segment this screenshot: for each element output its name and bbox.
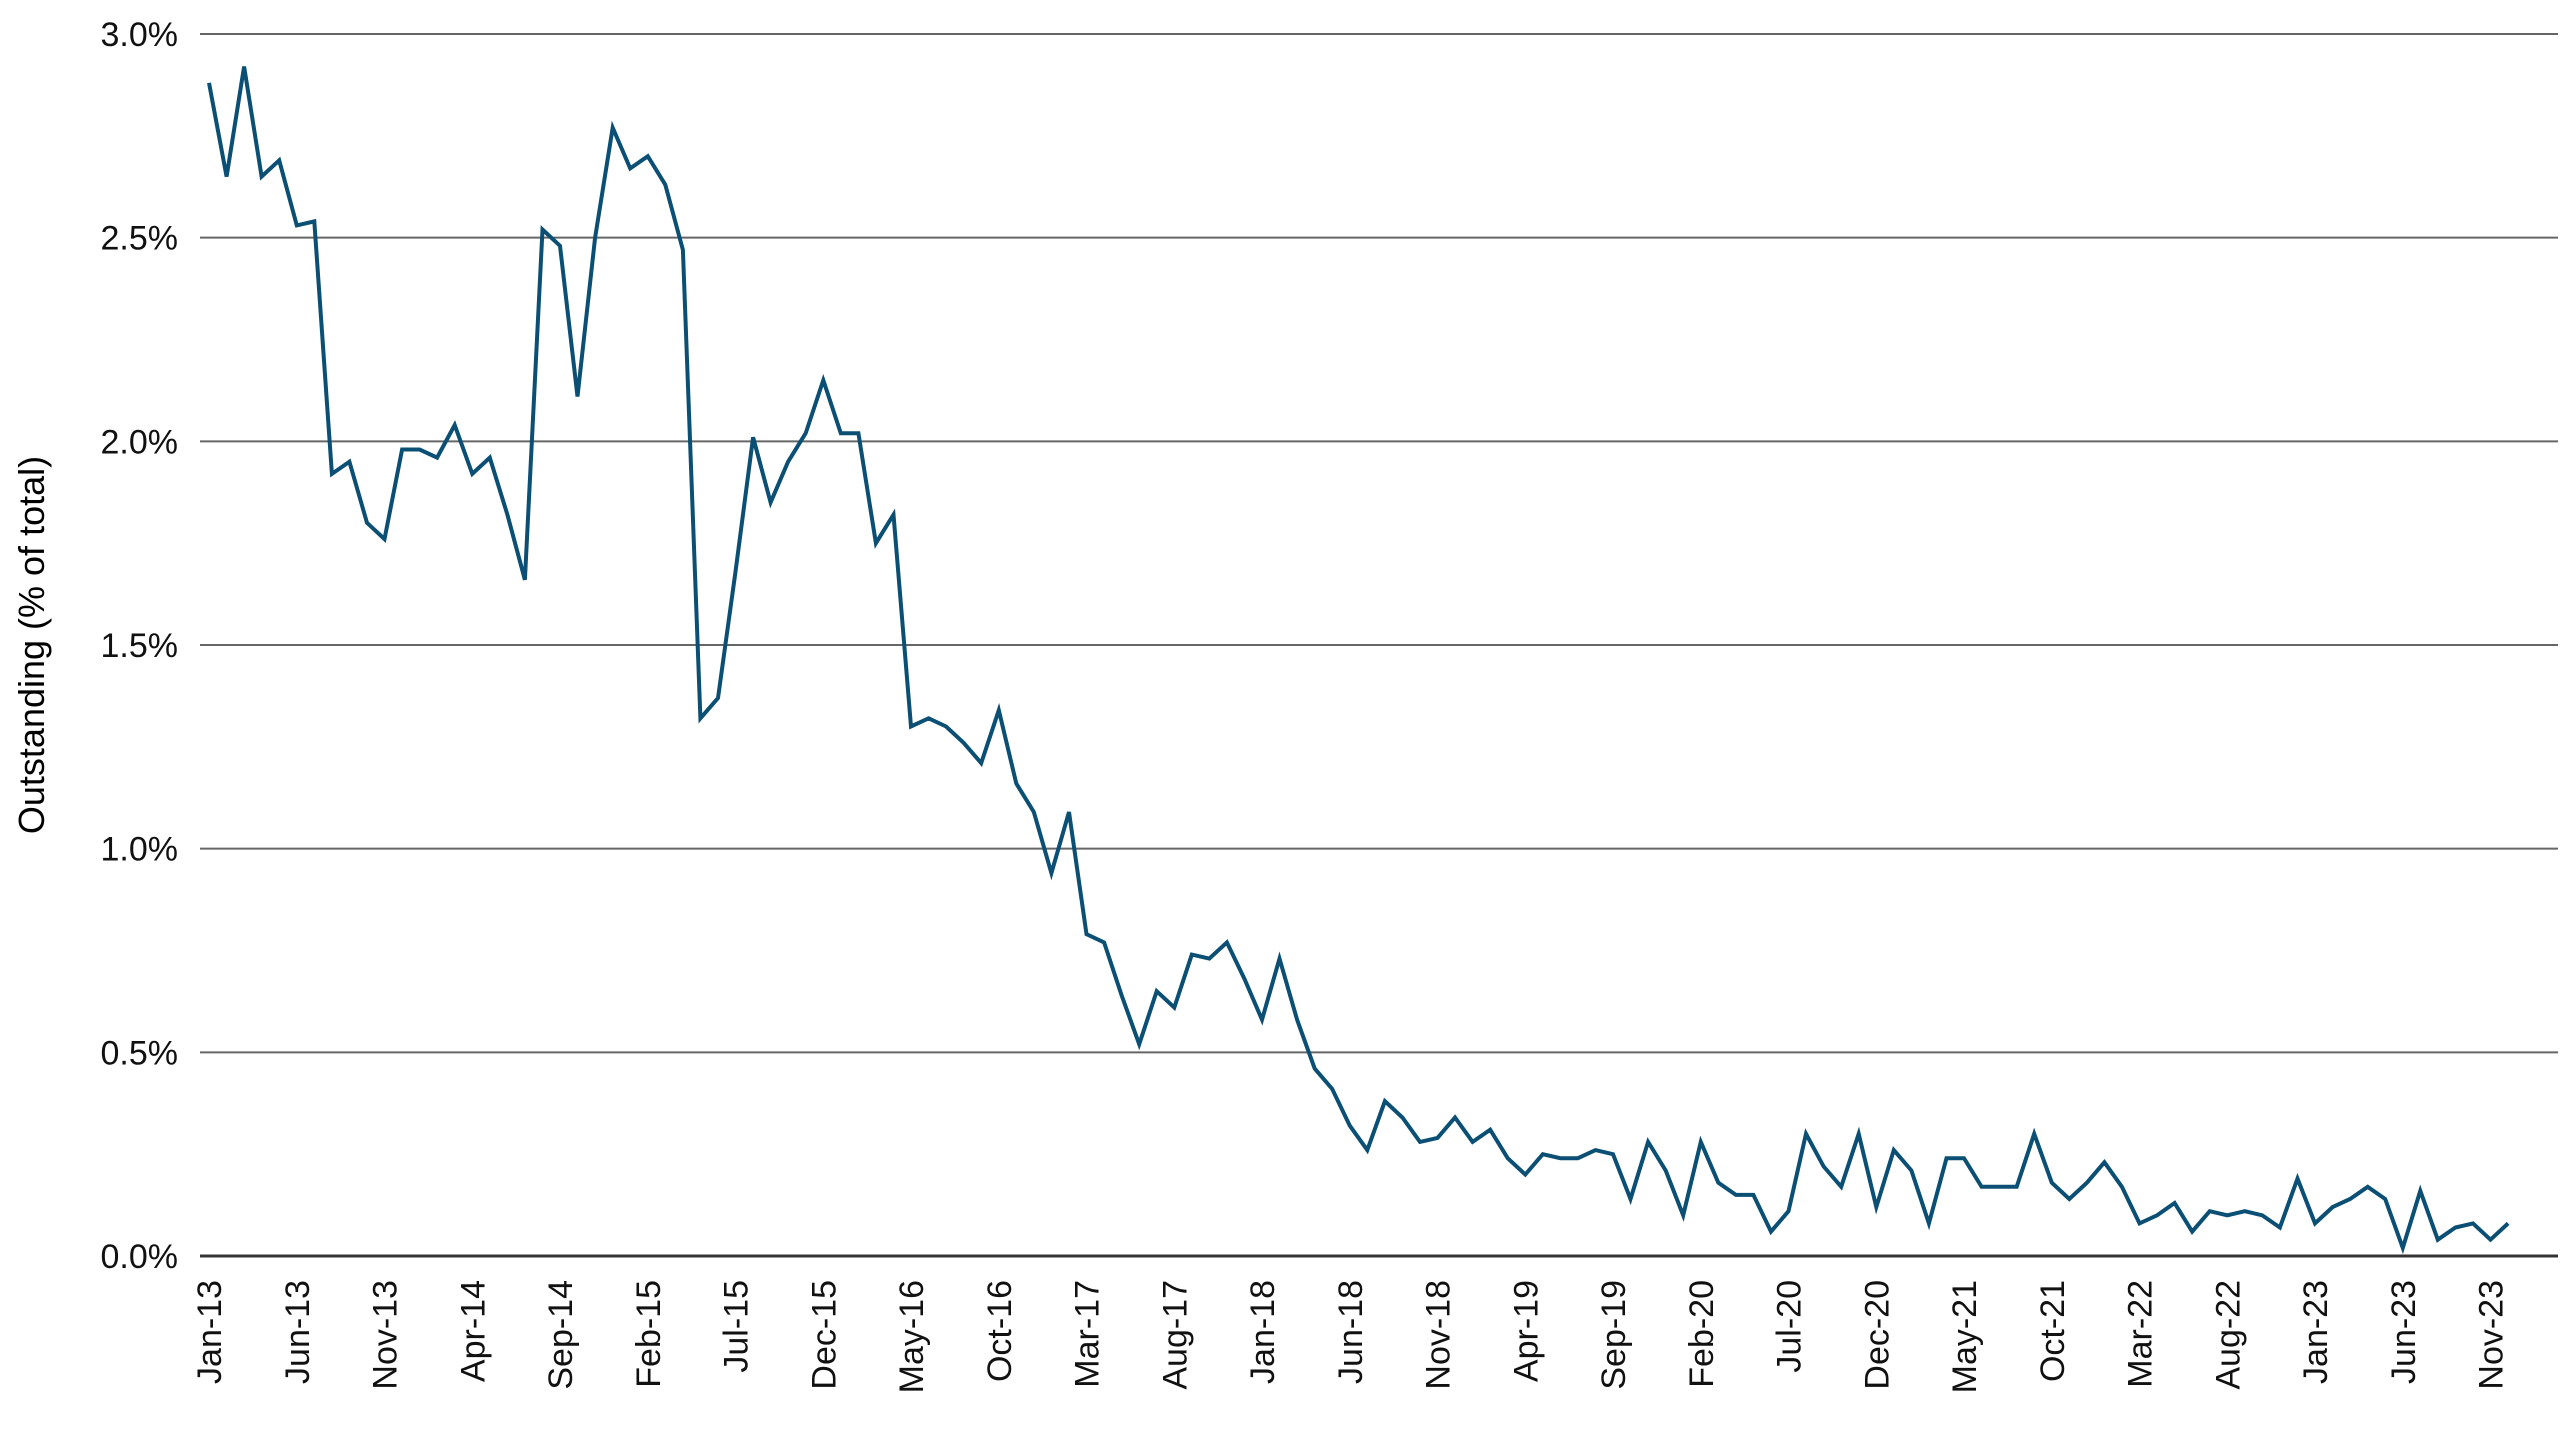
x-tick-label: May-16 bbox=[893, 1280, 931, 1393]
x-tick-label: Nov-18 bbox=[1420, 1280, 1458, 1390]
x-tick-label: Jul-15 bbox=[718, 1280, 756, 1373]
gridlines bbox=[200, 33, 2558, 1258]
y-tick-label: 0.0% bbox=[101, 1238, 179, 1276]
x-tick-label: Sep-14 bbox=[542, 1280, 580, 1390]
x-tick-label: Nov-23 bbox=[2473, 1280, 2511, 1390]
x-tick-label: Jun-18 bbox=[1332, 1280, 1370, 1384]
series-line-group bbox=[207, 66, 2510, 1255]
y-tick-labels: 0.0% 0.5% 1.0% 1.5% 2.0% 2.5% 3.0% bbox=[101, 16, 179, 1276]
x-tick-label: Mar-17 bbox=[1069, 1280, 1107, 1388]
x-tick-label: Jan-18 bbox=[1244, 1280, 1282, 1384]
x-tick-label: Sep-19 bbox=[1595, 1280, 1633, 1390]
x-tick-label: Oct-21 bbox=[2034, 1280, 2072, 1382]
x-tick-label: Oct-16 bbox=[981, 1280, 1019, 1382]
x-tick-label: Aug-22 bbox=[2209, 1280, 2247, 1390]
y-axis-label: Outstanding (% of total) bbox=[11, 456, 52, 834]
x-tick-label: Jan-13 bbox=[191, 1280, 229, 1384]
x-tick-label: Jan-23 bbox=[2297, 1280, 2335, 1384]
x-tick-label: Nov-13 bbox=[367, 1280, 405, 1390]
y-tick-label: 1.5% bbox=[101, 627, 179, 665]
x-tick-label: Apr-19 bbox=[1507, 1280, 1545, 1382]
y-tick-label: 0.5% bbox=[101, 1034, 179, 1072]
x-tick-label: Jun-13 bbox=[279, 1280, 317, 1384]
y-tick-label: 2.5% bbox=[101, 220, 179, 258]
y-tick-label: 3.0% bbox=[101, 16, 179, 54]
y-tick-label: 1.0% bbox=[101, 831, 179, 869]
x-tick-label: Dec-20 bbox=[1858, 1280, 1896, 1390]
series-line bbox=[207, 66, 2510, 1255]
x-tick-label: May-21 bbox=[1946, 1280, 1984, 1393]
x-tick-label: Jun-23 bbox=[2385, 1280, 2423, 1384]
x-tick-label: Apr-14 bbox=[454, 1280, 492, 1382]
x-tick-label: Feb-20 bbox=[1683, 1280, 1721, 1388]
x-tick-label: Aug-17 bbox=[1156, 1280, 1194, 1390]
x-tick-label: Feb-15 bbox=[630, 1280, 668, 1388]
x-tick-label: Dec-15 bbox=[805, 1280, 843, 1390]
x-tick-label: Mar-22 bbox=[2122, 1280, 2160, 1388]
x-tick-labels: Jan-13 Jun-13 Nov-13 Apr-14 Sep-14 Feb-15 Jul-… bbox=[191, 1280, 2511, 1393]
y-tick-label: 2.0% bbox=[101, 423, 179, 461]
x-tick-label: Jul-20 bbox=[1771, 1280, 1809, 1373]
